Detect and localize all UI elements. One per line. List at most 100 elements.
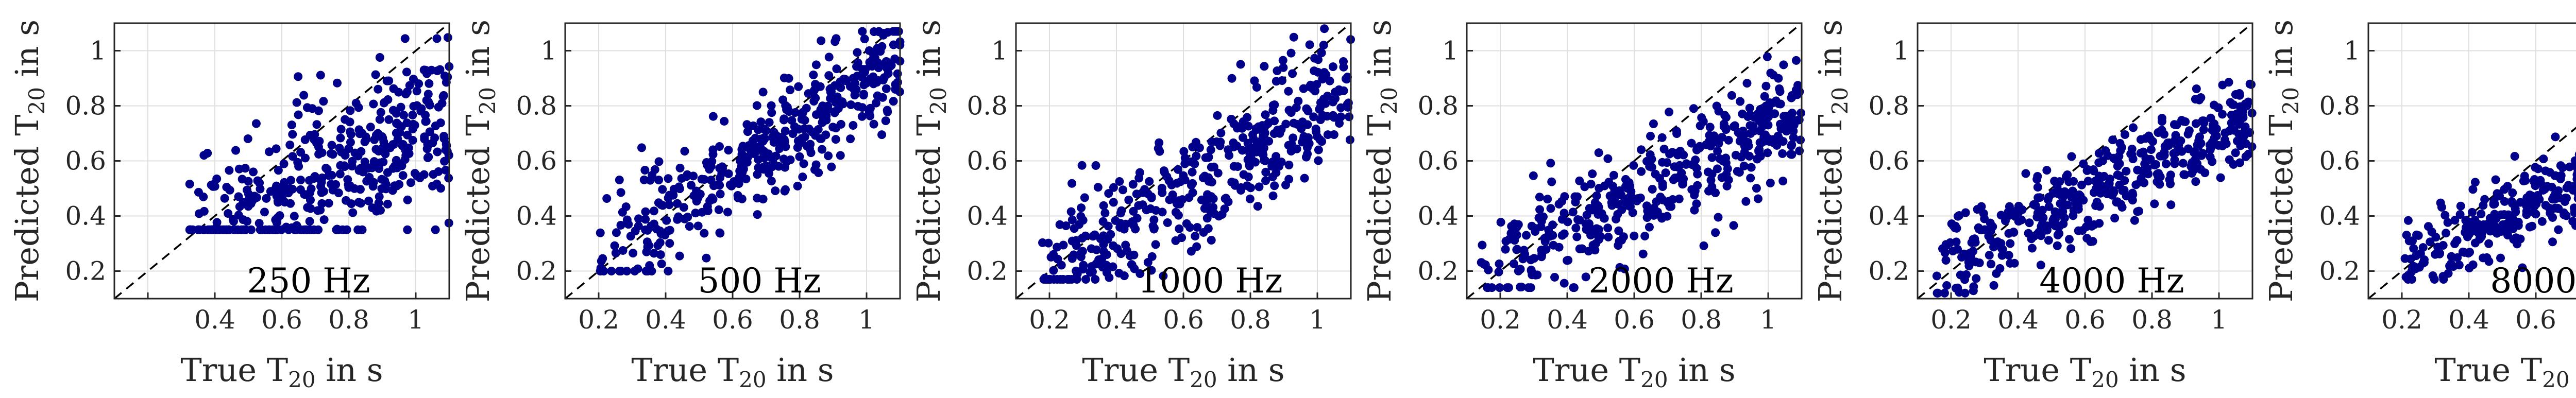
point-1000hz bbox=[1264, 118, 1273, 127]
point-4000hz bbox=[2044, 202, 2054, 211]
point-250hz bbox=[341, 115, 350, 124]
point-500hz bbox=[649, 206, 658, 216]
point-500hz bbox=[622, 215, 632, 224]
point-250hz bbox=[234, 192, 243, 201]
freq-label-1000hz: 1000 Hz bbox=[1138, 261, 1282, 301]
point-500hz bbox=[634, 214, 643, 223]
point-2000hz bbox=[1760, 130, 1770, 140]
point-8000hz bbox=[2545, 168, 2554, 177]
point-4000hz bbox=[2199, 116, 2209, 126]
reference-line-8000hz bbox=[2367, 127, 2576, 300]
point-500hz bbox=[811, 131, 820, 140]
point-500hz bbox=[797, 115, 806, 124]
point-500hz bbox=[824, 71, 834, 80]
ticks-4000hz: 0.2 0.4 0.6 0.8 1 0.2 0.4 0.6 0.8 1 bbox=[1868, 36, 2227, 335]
point-500hz bbox=[836, 151, 845, 160]
point-500hz bbox=[655, 238, 665, 247]
x-tick-label-500hz-0: 0.2 bbox=[578, 305, 619, 335]
point-4000hz bbox=[2164, 141, 2174, 150]
point-1000hz bbox=[1155, 147, 1164, 156]
point-250hz bbox=[364, 196, 374, 205]
point-1000hz bbox=[1188, 179, 1197, 188]
point-4000hz bbox=[2247, 80, 2256, 89]
point-500hz bbox=[692, 186, 701, 196]
point-500hz bbox=[685, 222, 694, 231]
point-250hz bbox=[223, 225, 232, 234]
point-1000hz bbox=[1151, 240, 1160, 249]
point-2000hz bbox=[1776, 124, 1786, 133]
point-250hz bbox=[215, 225, 224, 234]
point-1000hz bbox=[1331, 94, 1340, 103]
point-4000hz bbox=[2110, 214, 2120, 223]
point-250hz bbox=[394, 88, 403, 97]
point-500hz bbox=[781, 163, 790, 172]
point-4000hz bbox=[2053, 230, 2062, 239]
point-1000hz bbox=[1079, 261, 1088, 270]
point-2000hz bbox=[1585, 223, 1595, 233]
point-1000hz bbox=[1314, 156, 1323, 165]
point-250hz bbox=[328, 185, 337, 195]
point-4000hz bbox=[2063, 170, 2072, 179]
point-2000hz bbox=[1747, 163, 1756, 172]
panel-1000hz: 0.2 0.4 0.6 0.8 1 0.2 0.4 0.6 0.8 1 1000 Hz True … bbox=[910, 20, 1355, 392]
point-250hz bbox=[402, 67, 411, 77]
point-250hz bbox=[209, 182, 218, 191]
point-250hz bbox=[328, 150, 337, 159]
point-1000hz bbox=[1225, 151, 1234, 160]
point-1000hz bbox=[1268, 191, 1278, 200]
point-8000hz bbox=[2431, 250, 2440, 259]
point-250hz bbox=[315, 136, 324, 146]
point-1000hz bbox=[1312, 80, 1321, 89]
point-500hz bbox=[761, 161, 770, 170]
point-2000hz bbox=[1572, 232, 1582, 241]
point-500hz bbox=[846, 134, 855, 144]
point-8000hz bbox=[2486, 227, 2495, 236]
point-500hz bbox=[633, 264, 642, 273]
points-250hz bbox=[185, 33, 454, 234]
point-4000hz bbox=[2180, 170, 2190, 179]
point-1000hz bbox=[1195, 143, 1204, 152]
point-500hz bbox=[857, 73, 867, 82]
point-1000hz bbox=[1200, 171, 1209, 181]
point-500hz bbox=[810, 80, 820, 89]
point-250hz bbox=[234, 211, 243, 220]
point-250hz bbox=[433, 147, 442, 157]
point-500hz bbox=[806, 148, 816, 158]
point-4000hz bbox=[2043, 195, 2053, 204]
point-500hz bbox=[702, 253, 711, 263]
point-250hz bbox=[423, 153, 432, 162]
point-500hz bbox=[876, 47, 885, 56]
point-1000hz bbox=[1067, 179, 1077, 188]
point-8000hz bbox=[2404, 236, 2414, 246]
point-4000hz bbox=[1964, 257, 1973, 267]
point-4000hz bbox=[2229, 160, 2238, 169]
point-8000hz bbox=[2411, 264, 2420, 273]
point-2000hz bbox=[1717, 173, 1726, 182]
point-250hz bbox=[194, 187, 203, 197]
point-500hz bbox=[679, 203, 688, 212]
point-500hz bbox=[865, 46, 874, 55]
point-250hz bbox=[272, 144, 281, 153]
point-2000hz bbox=[1724, 175, 1733, 184]
point-4000hz bbox=[2087, 221, 2096, 231]
y-tick-label-2000hz-2: 0.6 bbox=[1417, 146, 1459, 176]
point-2000hz bbox=[1516, 283, 1525, 292]
x-tick-label-500hz-3: 0.8 bbox=[779, 305, 820, 335]
point-500hz bbox=[615, 267, 624, 275]
point-250hz bbox=[312, 120, 321, 129]
point-500hz bbox=[674, 182, 684, 192]
point-8000hz bbox=[2548, 237, 2557, 247]
point-4000hz bbox=[2089, 166, 2098, 176]
point-500hz bbox=[882, 84, 891, 93]
point-2000hz bbox=[1706, 176, 1716, 185]
point-4000hz bbox=[2044, 236, 2053, 245]
point-1000hz bbox=[1155, 138, 1164, 147]
point-1000hz bbox=[1292, 103, 1301, 112]
point-250hz bbox=[375, 115, 384, 124]
point-1000hz bbox=[1042, 275, 1052, 284]
y-tick-label-8000hz-2: 0.6 bbox=[2319, 146, 2360, 176]
point-2000hz bbox=[1764, 103, 1773, 113]
point-500hz bbox=[874, 27, 884, 36]
point-500hz bbox=[708, 112, 718, 121]
point-1000hz bbox=[1127, 260, 1136, 269]
